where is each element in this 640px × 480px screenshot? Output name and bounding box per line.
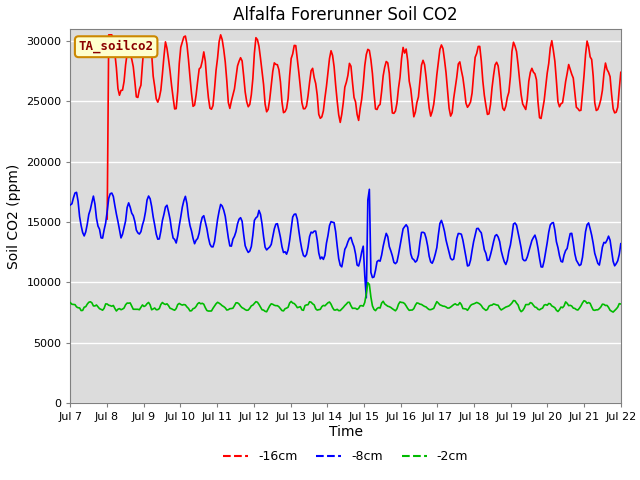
X-axis label: Time: Time bbox=[328, 425, 363, 439]
Y-axis label: Soil CO2 (ppm): Soil CO2 (ppm) bbox=[6, 163, 20, 269]
Legend: -16cm, -8cm, -2cm: -16cm, -8cm, -2cm bbox=[218, 445, 473, 468]
Text: TA_soilco2: TA_soilco2 bbox=[79, 40, 154, 53]
Title: Alfalfa Forerunner Soil CO2: Alfalfa Forerunner Soil CO2 bbox=[234, 6, 458, 24]
